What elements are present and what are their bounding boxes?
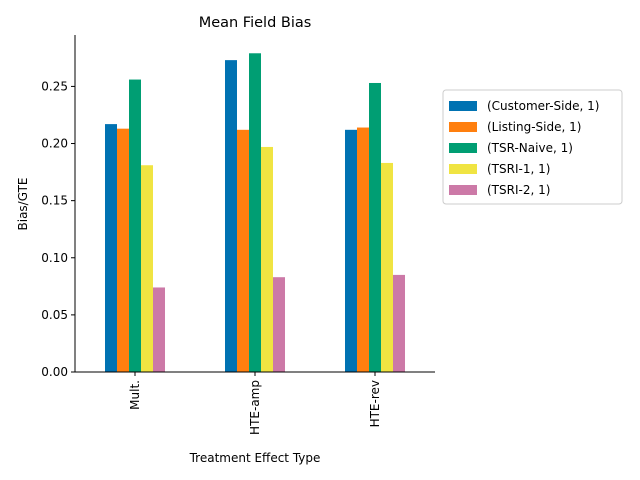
legend-label: (Listing-Side, 1) bbox=[487, 120, 581, 134]
x-tick-label: Mult. bbox=[128, 380, 142, 410]
legend-label: (TSRI-1, 1) bbox=[487, 162, 550, 176]
legend-swatch bbox=[449, 164, 477, 174]
bar bbox=[393, 274, 405, 372]
bar bbox=[153, 287, 165, 372]
y-tick-label: 0.15 bbox=[41, 194, 68, 208]
x-axis: Mult. HTE-amp HTE-rev bbox=[128, 372, 382, 435]
bar bbox=[225, 60, 237, 372]
legend-label: (TSR-Naive, 1) bbox=[487, 141, 573, 155]
y-tick-label: 0.25 bbox=[41, 79, 68, 93]
legend-swatch bbox=[449, 143, 477, 153]
bar bbox=[237, 129, 249, 372]
bar bbox=[249, 53, 261, 373]
bars-group bbox=[105, 53, 405, 373]
y-tick-label: 0.10 bbox=[41, 251, 68, 265]
y-tick-label: 0.00 bbox=[41, 365, 68, 379]
bar bbox=[105, 124, 117, 372]
legend-swatch bbox=[449, 101, 477, 111]
legend-frame bbox=[442, 89, 623, 205]
bar bbox=[345, 129, 357, 372]
series-group bbox=[117, 127, 369, 373]
legend-swatch bbox=[449, 122, 477, 132]
legend-swatch bbox=[449, 185, 477, 195]
bar bbox=[129, 79, 141, 372]
bar bbox=[273, 277, 285, 372]
x-axis-label: Treatment Effect Type bbox=[189, 451, 321, 465]
y-axis-label: Bias/GTE bbox=[16, 178, 30, 231]
bar bbox=[117, 128, 129, 372]
chart-title: Mean Field Bias bbox=[199, 15, 312, 31]
bar bbox=[357, 127, 369, 373]
bar bbox=[261, 146, 273, 372]
legend: (Customer-Side, 1) (Listing-Side, 1) (TSR-… bbox=[442, 89, 623, 205]
bar bbox=[381, 162, 393, 372]
series-group bbox=[105, 60, 357, 372]
series-group bbox=[141, 146, 393, 372]
series-group bbox=[153, 274, 405, 372]
legend-label: (Customer-Side, 1) bbox=[487, 99, 599, 113]
x-tick-label: HTE-rev bbox=[368, 380, 382, 427]
legend-label: (TSRI-2, 1) bbox=[487, 183, 550, 197]
x-tick-label: HTE-amp bbox=[248, 380, 262, 435]
y-tick-label: 0.05 bbox=[41, 308, 68, 322]
bar bbox=[141, 165, 153, 372]
y-tick-label: 0.20 bbox=[41, 137, 68, 151]
series-group bbox=[129, 53, 381, 373]
bar bbox=[369, 82, 381, 372]
y-axis: 0.00 0.05 0.10 0.15 0.20 0.25 bbox=[41, 79, 75, 379]
